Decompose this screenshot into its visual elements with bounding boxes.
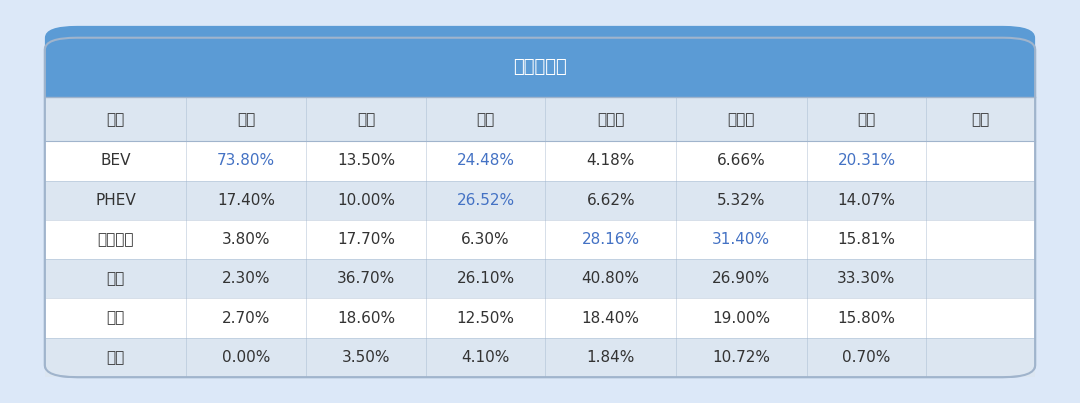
Text: 12.50%: 12.50%: [457, 311, 514, 326]
Text: 柴油: 柴油: [107, 311, 125, 326]
Text: 26.52%: 26.52%: [457, 193, 515, 208]
Text: 渗透率概况: 渗透率概况: [513, 58, 567, 77]
Text: 31.40%: 31.40%: [712, 232, 770, 247]
Text: 36.70%: 36.70%: [337, 271, 395, 287]
Text: 6.62%: 6.62%: [586, 193, 635, 208]
Text: 德国: 德国: [858, 112, 876, 127]
Bar: [45, 220, 1035, 259]
Text: 13.50%: 13.50%: [337, 154, 395, 168]
Text: 18.40%: 18.40%: [582, 311, 639, 326]
Bar: [45, 181, 1035, 220]
Bar: [45, 76, 1035, 97]
FancyBboxPatch shape: [45, 26, 1035, 97]
Text: 瑞典: 瑞典: [476, 112, 495, 127]
Text: 0.70%: 0.70%: [842, 350, 891, 365]
Text: 6.30%: 6.30%: [461, 232, 510, 247]
Text: 其他: 其他: [107, 350, 125, 365]
Text: 28.16%: 28.16%: [582, 232, 639, 247]
Text: 10.00%: 10.00%: [337, 193, 395, 208]
Text: 2.30%: 2.30%: [222, 271, 270, 287]
Text: 20.31%: 20.31%: [837, 154, 895, 168]
Text: 1.84%: 1.84%: [586, 350, 635, 365]
Bar: [45, 97, 1035, 141]
Bar: [45, 259, 1035, 299]
Bar: [45, 338, 1035, 377]
Text: 西班牙: 西班牙: [597, 112, 624, 127]
Text: 4.10%: 4.10%: [461, 350, 510, 365]
Text: 17.40%: 17.40%: [217, 193, 275, 208]
Text: 混合动力: 混合动力: [97, 232, 134, 247]
FancyBboxPatch shape: [45, 38, 1035, 377]
Text: 英国: 英国: [972, 112, 990, 127]
Text: 3.50%: 3.50%: [341, 350, 390, 365]
Text: 6.66%: 6.66%: [717, 154, 766, 168]
Text: 5.32%: 5.32%: [717, 193, 766, 208]
Text: 33.30%: 33.30%: [837, 271, 895, 287]
Bar: [45, 141, 1035, 181]
Text: 挪威: 挪威: [238, 112, 255, 127]
Text: 73.80%: 73.80%: [217, 154, 275, 168]
Text: 26.10%: 26.10%: [457, 271, 515, 287]
Text: 汽油: 汽油: [107, 271, 125, 287]
Text: 15.80%: 15.80%: [837, 311, 895, 326]
Text: 3.80%: 3.80%: [222, 232, 270, 247]
Text: 意大利: 意大利: [728, 112, 755, 127]
Text: 2.70%: 2.70%: [222, 311, 270, 326]
Text: 24.48%: 24.48%: [457, 154, 514, 168]
Text: 19.00%: 19.00%: [712, 311, 770, 326]
Text: 0.00%: 0.00%: [222, 350, 270, 365]
Text: 26.90%: 26.90%: [712, 271, 770, 287]
Text: PHEV: PHEV: [95, 193, 136, 208]
Text: BEV: BEV: [100, 154, 131, 168]
Text: 10.72%: 10.72%: [713, 350, 770, 365]
Text: 15.81%: 15.81%: [837, 232, 895, 247]
Bar: [45, 299, 1035, 338]
Text: 14.07%: 14.07%: [837, 193, 895, 208]
Text: 17.70%: 17.70%: [337, 232, 395, 247]
Text: 40.80%: 40.80%: [582, 271, 639, 287]
Text: 4.18%: 4.18%: [586, 154, 635, 168]
Text: 法国: 法国: [356, 112, 375, 127]
Text: 18.60%: 18.60%: [337, 311, 395, 326]
Text: 国家: 国家: [107, 112, 125, 127]
